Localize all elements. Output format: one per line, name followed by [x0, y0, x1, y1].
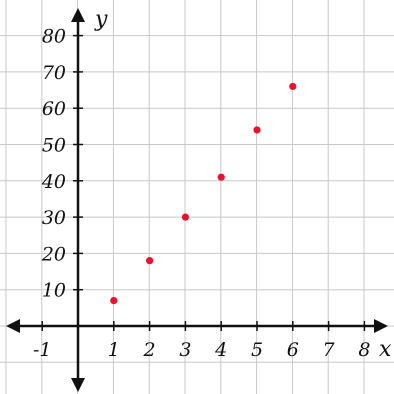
- y-axis-label: y: [94, 7, 108, 32]
- x-tick-label: 6: [287, 339, 299, 361]
- x-axis-label: x: [379, 337, 392, 362]
- x-axis-arrow-right: [374, 319, 388, 333]
- x-tick-label: 5: [251, 339, 263, 361]
- y-tick-label: 20: [41, 243, 66, 265]
- y-axis-arrow-up: [71, 8, 85, 22]
- x-tick-label: 2: [143, 339, 156, 361]
- x-tick-label: 3: [179, 339, 191, 361]
- y-tick-label: 40: [41, 171, 66, 193]
- x-tick-label: 1: [108, 339, 120, 361]
- x-tick-label: -1: [33, 339, 52, 361]
- data-points: [110, 82, 297, 305]
- y-tick-label: 50: [42, 135, 66, 157]
- data-point: [289, 82, 297, 91]
- data-point: [146, 257, 154, 265]
- y-tick-labels: 10 20 30 40 50 60 70 80: [41, 26, 83, 302]
- x-tick-labels: -1 1 2 3 4 5 6 7 8: [33, 321, 370, 361]
- x-axis-arrow-left: [6, 319, 20, 333]
- x-tick-label: 7: [323, 339, 336, 361]
- y-tick-label: 30: [42, 207, 66, 229]
- data-point: [253, 126, 261, 134]
- axes: [6, 8, 388, 392]
- x-tick-label: 8: [358, 339, 370, 361]
- y-tick-label: 80: [42, 26, 66, 48]
- y-axis-arrow-down: [71, 378, 85, 392]
- data-point: [217, 173, 225, 181]
- y-tick-label: 70: [42, 62, 66, 84]
- data-point: [181, 213, 189, 221]
- data-point: [110, 296, 118, 305]
- y-tick-label: 60: [42, 98, 66, 120]
- y-tick-label: 10: [42, 280, 66, 302]
- x-tick-label: 4: [214, 339, 227, 361]
